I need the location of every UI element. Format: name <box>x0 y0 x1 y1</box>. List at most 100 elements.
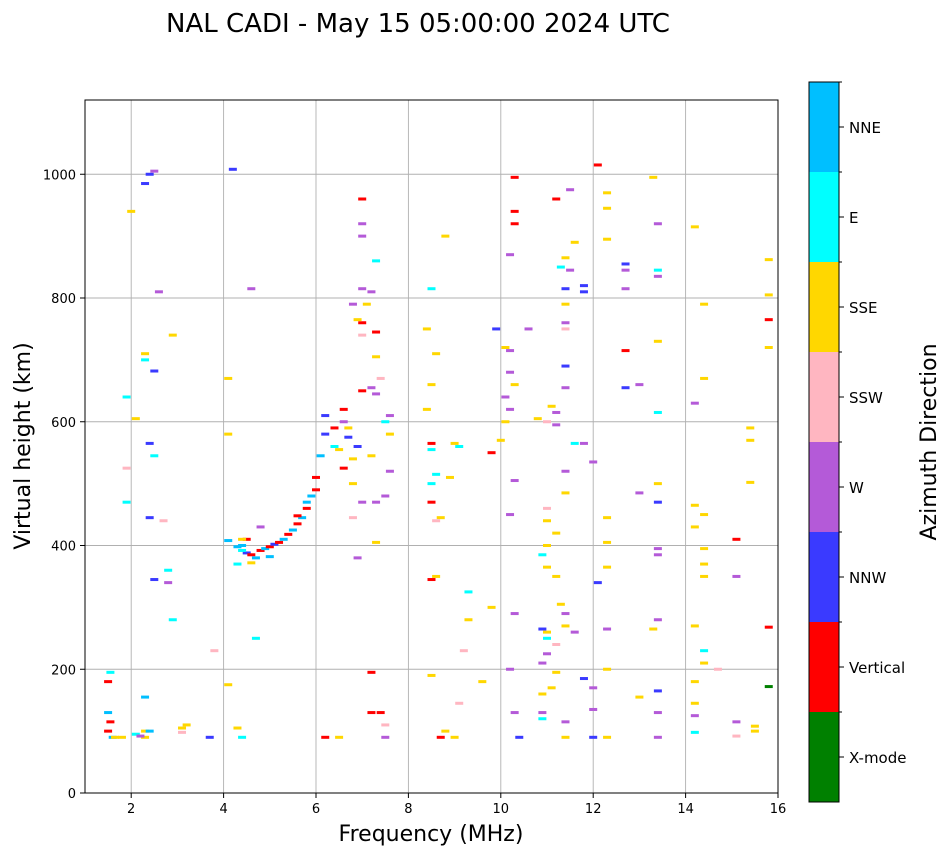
data-point <box>603 667 612 671</box>
data-point <box>653 547 662 551</box>
data-point <box>579 677 588 681</box>
y-tick-label: 800 <box>51 292 76 307</box>
data-point <box>293 522 302 526</box>
data-point <box>261 547 270 551</box>
data-point <box>543 565 551 569</box>
data-point <box>543 506 551 510</box>
data-point <box>561 386 570 390</box>
data-point <box>653 618 662 622</box>
data-point <box>524 327 533 331</box>
data-point <box>543 636 551 640</box>
y-tick-label: 400 <box>51 540 76 555</box>
data-point <box>552 410 561 414</box>
data-point <box>561 612 570 616</box>
data-point <box>321 735 330 739</box>
x-tick-label: 2 <box>127 802 135 817</box>
data-point <box>104 680 113 684</box>
x-tick-label: 8 <box>404 802 412 817</box>
x-tick-label: 6 <box>312 802 320 817</box>
colorbar: X-mode Vertical NNW W SSW SSE E NNE <box>809 81 906 802</box>
colorbar-label: Azimuth Direction <box>917 343 942 540</box>
colorbar-segment <box>809 82 839 172</box>
data-point <box>450 441 459 445</box>
data-point <box>690 701 699 705</box>
data-point <box>353 556 362 560</box>
data-point <box>247 287 256 291</box>
data-point <box>464 618 473 622</box>
data-point <box>242 551 251 555</box>
data-point <box>690 503 699 507</box>
data-point <box>561 256 570 260</box>
data-point <box>700 302 709 306</box>
data-point <box>141 735 150 739</box>
data-point <box>256 548 265 552</box>
data-point <box>764 625 773 629</box>
data-point <box>233 726 242 730</box>
data-point <box>321 414 330 418</box>
data-point <box>621 386 630 390</box>
data-point <box>589 460 598 464</box>
data-point <box>653 711 662 715</box>
data-point <box>288 528 297 532</box>
data-point <box>228 167 237 171</box>
data-point <box>589 735 598 739</box>
data-point <box>150 578 159 582</box>
data-point <box>690 225 699 229</box>
colorbar-segment <box>809 712 839 802</box>
data-point <box>547 404 556 408</box>
data-point <box>506 513 515 517</box>
data-point <box>136 734 145 738</box>
data-point <box>566 268 575 272</box>
data-point <box>432 519 441 523</box>
data-point <box>372 392 381 396</box>
data-point <box>589 707 598 711</box>
data-point <box>543 630 551 634</box>
data-point <box>690 624 699 628</box>
data-point <box>653 553 662 557</box>
data-point <box>487 605 496 609</box>
plot-background <box>85 100 778 793</box>
data-point <box>543 652 551 656</box>
x-tick-label: 4 <box>219 802 227 817</box>
data-point <box>106 720 115 724</box>
data-point <box>561 302 570 306</box>
data-point <box>145 516 154 520</box>
data-point <box>358 287 367 291</box>
data-point <box>344 426 353 430</box>
data-point <box>566 188 575 192</box>
data-point <box>732 720 741 724</box>
data-point <box>635 383 644 387</box>
data-point <box>441 729 450 733</box>
data-point <box>182 723 191 727</box>
data-point <box>312 475 320 479</box>
data-point <box>561 287 570 291</box>
data-point <box>224 432 233 436</box>
data-point <box>732 574 741 578</box>
data-point <box>515 735 524 739</box>
data-point <box>265 545 274 549</box>
data-point <box>653 482 662 486</box>
x-tick-label: 16 <box>770 802 787 817</box>
data-point <box>367 711 376 715</box>
data-point <box>178 730 187 734</box>
data-point <box>104 729 113 733</box>
data-point <box>621 262 630 266</box>
data-point <box>205 735 214 739</box>
data-point <box>496 438 505 442</box>
data-point <box>746 426 755 430</box>
data-point <box>298 516 307 520</box>
data-point <box>358 389 367 393</box>
data-point <box>589 686 598 690</box>
data-point <box>251 556 260 560</box>
data-point <box>603 191 612 195</box>
data-point <box>358 197 367 201</box>
data-point <box>653 339 662 343</box>
data-point <box>339 407 348 411</box>
data-point <box>570 630 579 634</box>
data-point <box>381 735 390 739</box>
data-point <box>348 516 357 520</box>
data-point <box>579 290 588 294</box>
grid-lines <box>85 100 778 793</box>
data-point <box>603 206 612 210</box>
data-point <box>506 349 515 353</box>
